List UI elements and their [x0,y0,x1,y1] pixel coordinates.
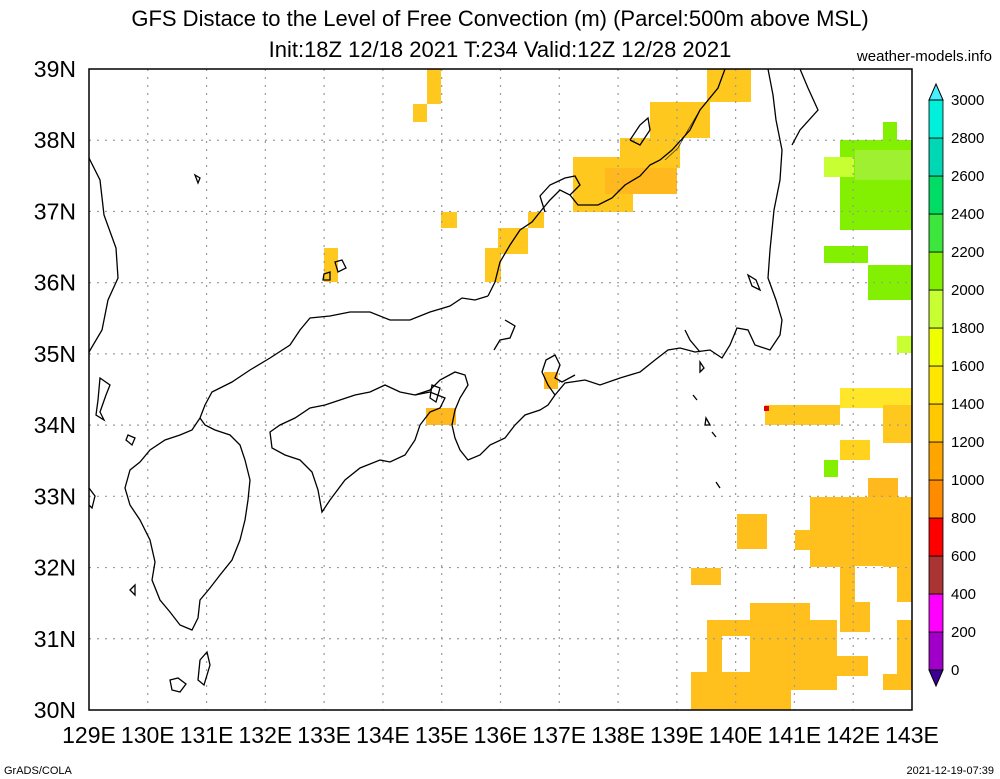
longitude-tick-labels: 129E 130E 131E 132E 133E 134E 135E 136E 137E 138E… [62,722,939,748]
colorbar-swatch [928,403,944,443]
colorbar-label: 2400 [951,206,984,223]
latitude-label: 33N [34,483,76,509]
colorbar-swatch [928,213,944,253]
longitude-label: 137E [532,722,586,748]
latitude-label: 31N [34,626,76,652]
latitude-label: 34N [34,412,76,438]
colorbar-max-arrow [928,82,944,101]
plot-frame [88,68,913,711]
colorbar-swatch [928,289,944,329]
colorbar-min-arrow [928,669,944,688]
latitude-label: 35N [34,341,76,367]
colorbar-label: 1800 [951,320,984,337]
latitude-label: 30N [34,697,76,723]
latitude-label: 36N [34,270,76,296]
colorbar-label: 200 [951,624,976,641]
coastline-lines [89,69,819,693]
colorbar-swatch [928,593,944,633]
longitude-label: 130E [121,722,175,748]
colorbar-swatch [928,99,944,139]
colorbar-label: 3000 [951,92,984,109]
colorbar-swatch [928,555,944,595]
longitude-label: 129E [62,722,116,748]
colorbar-label: 1000 [951,472,984,489]
colorbar-swatch [928,251,944,291]
longitude-label: 133E [297,722,351,748]
longitude-label: 140E [709,722,763,748]
longitude-label: 139E [650,722,704,748]
colorbar-label: 1200 [951,434,984,451]
colorbar-label: 2200 [951,244,984,261]
colorbar-label: 800 [951,510,976,527]
latitude-label: 39N [34,56,76,82]
source-credit: weather-models.info [856,48,992,65]
latitude-label: 32N [34,555,76,581]
colorbar-label: 600 [951,548,976,565]
longitude-label: 135E [415,722,469,748]
map-subtitle: Init:18Z 12/18 2021 T:234 Valid:12Z 12/2… [268,37,732,62]
footer-software: GrADS/COLA [4,765,72,777]
longitude-label: 138E [591,722,645,748]
colorbar-swatch [928,137,944,177]
colorbar-label: 2600 [951,168,984,185]
latitude-tick-labels: 30N 31N 32N 33N 34N 35N 36N 37N 38N 39N [34,56,76,723]
colorbar: 0 200 400 600 800 1000 1200 1400 1600 1800 2000 220… [928,82,984,688]
latitude-label: 38N [34,127,76,153]
lfc-field [324,69,912,710]
colorbar-swatch [928,441,944,481]
latitude-label: 37N [34,198,76,224]
footer-timestamp: 2021-12-19-07:39 [906,765,994,777]
longitude-label: 141E [768,722,822,748]
longitude-label: 143E [885,722,939,748]
longitude-label: 132E [238,722,292,748]
longitude-label: 131E [180,722,234,748]
colorbar-swatch [928,365,944,405]
colorbar-label: 2000 [951,282,984,299]
longitude-label: 134E [356,722,410,748]
colorbar-label: 1600 [951,358,984,375]
longitude-label: 136E [474,722,528,748]
colorbar-label: 400 [951,586,976,603]
colorbar-label: 0 [951,662,959,679]
colorbar-swatch [928,175,944,215]
map-title: GFS Distace to the Level of Free Convect… [131,6,869,31]
colorbar-swatch [928,517,944,557]
colorbar-swatch [928,631,944,671]
longitude-label: 142E [826,722,880,748]
border-lines [664,109,701,161]
colorbar-swatch [928,479,944,519]
colorbar-swatch [928,327,944,367]
colorbar-label: 1400 [951,396,984,413]
colorbar-label: 2800 [951,130,984,147]
